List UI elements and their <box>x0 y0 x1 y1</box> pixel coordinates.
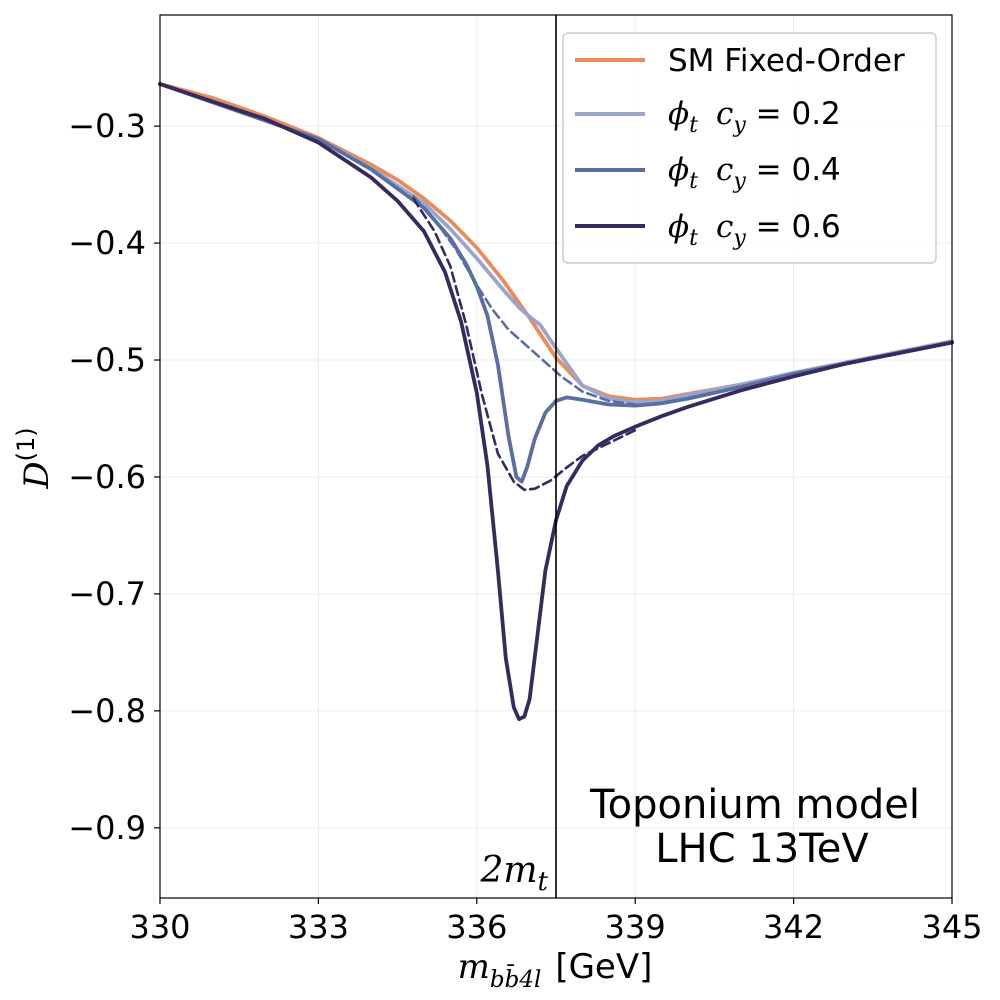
threshold-label-base: 2m <box>480 850 538 891</box>
y-axis-label: D(1) <box>12 427 57 489</box>
y-tick-label-3: −0.6 <box>68 458 146 496</box>
x-tick-label-4: 342 <box>763 908 824 946</box>
legend-c04-c-sub: y <box>732 169 746 194</box>
x-axis-label: mbb̄4l [GeV] <box>458 947 653 993</box>
y-axis-label-base: D <box>17 461 57 489</box>
x-tick-label-1: 333 <box>288 908 349 946</box>
x-tick-label-5: 345 <box>921 908 982 946</box>
y-tick-label-4: −0.7 <box>68 575 146 613</box>
legend-c02-c: c <box>716 96 733 132</box>
ticks: 330 333 336 339 342 345 −0.3 −0.4 −0.5 −0.6 −0.7 −0… <box>68 107 982 946</box>
x-tick-label-2: 336 <box>446 908 507 946</box>
legend-c02-phi: ϕ <box>668 96 689 132</box>
threshold-label: 2mt <box>480 850 549 897</box>
annotation-line2: LHC 13TeV <box>655 826 869 872</box>
legend-c02-value: = 0.2 <box>746 96 841 132</box>
legend-c06-phi-sub: t <box>689 226 698 251</box>
x-axis-label-sub: bb̄4l <box>490 965 541 993</box>
x-tick-label-0: 330 <box>129 908 190 946</box>
y-tick-label-5: −0.8 <box>68 692 146 730</box>
x-tick-label-3: 339 <box>605 908 666 946</box>
legend: SM Fixed-Order ϕt cy = 0.2 ϕt cy = 0.4 ϕt c… <box>562 32 937 264</box>
legend-c04-c: c <box>716 152 733 188</box>
legend-box <box>562 32 937 264</box>
legend-c04-value: = 0.4 <box>746 152 841 188</box>
legend-c04-phi: ϕ <box>668 152 689 188</box>
series-line-3 <box>158 82 954 721</box>
legend-c06-c: c <box>716 209 733 245</box>
legend-label-c06: ϕt cy = 0.6 <box>668 209 841 251</box>
legend-c06-c-sub: y <box>732 226 746 251</box>
x-axis-label-unit: [GeV] <box>555 947 652 987</box>
y-axis-label-sup: (1) <box>12 427 40 461</box>
plot-frame <box>159 14 953 899</box>
x-axis-label-base: m <box>458 947 490 987</box>
legend-c06-value: = 0.6 <box>746 209 841 245</box>
y-tick-label-1: −0.4 <box>68 224 146 262</box>
legend-c04-phi-sub: t <box>689 169 698 194</box>
legend-label-sm: SM Fixed-Order <box>668 43 905 79</box>
legend-c06-phi: ϕ <box>668 209 689 245</box>
legend-label-c04: ϕt cy = 0.4 <box>668 152 841 194</box>
y-tick-label-2: −0.5 <box>68 341 146 379</box>
legend-c02-c-sub: y <box>732 113 746 138</box>
y-tick-label-0: −0.3 <box>68 107 146 145</box>
legend-c02-phi-sub: t <box>689 113 698 138</box>
y-tick-label-6: −0.9 <box>68 809 146 847</box>
series-line-5 <box>412 197 637 492</box>
series-line-2 <box>158 82 954 484</box>
annotation-line1: Toponium model <box>589 782 920 828</box>
legend-label-c02: ϕt cy = 0.2 <box>668 96 841 138</box>
threshold-label-sub: t <box>538 867 549 897</box>
